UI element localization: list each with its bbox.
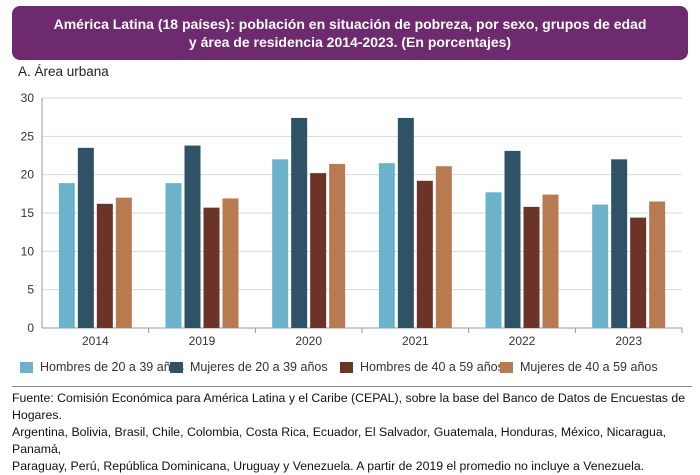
bar	[222, 198, 239, 328]
bar	[115, 197, 132, 328]
bar	[291, 117, 308, 328]
bar	[630, 217, 647, 328]
legend-label: Mujeres de 40 a 59 años	[520, 360, 658, 374]
legend-label: Hombres de 40 a 59 años	[360, 360, 504, 374]
bar	[203, 207, 220, 328]
y-tick-label: 30	[21, 91, 35, 105]
x-tick-label: 2020	[295, 334, 322, 348]
legend-item: Mujeres de 20 a 39 años	[170, 360, 328, 374]
bar	[649, 201, 666, 328]
legend-label: Mujeres de 20 a 39 años	[190, 360, 328, 374]
source-line-3: Paraguay, Perú, República Dominicana, Ur…	[12, 459, 645, 473]
bar	[310, 173, 327, 328]
source-line-1: Fuente: Comisión Económica para América …	[12, 391, 686, 422]
bar	[611, 159, 628, 328]
y-tick-label: 25	[21, 129, 35, 143]
legend-item: Mujeres de 40 a 59 años	[500, 360, 658, 374]
x-tick-label: 2022	[509, 334, 536, 348]
x-tick-label: 2021	[402, 334, 429, 348]
bar	[397, 117, 414, 328]
source-note: Fuente: Comisión Económica para América …	[12, 386, 692, 475]
y-tick-label: 20	[21, 168, 35, 182]
chart-legend: Hombres de 20 a 39 años Mujeres de 20 a 3…	[0, 360, 700, 378]
bar	[523, 206, 540, 328]
bar	[329, 163, 346, 328]
bar	[77, 147, 94, 328]
bar	[184, 145, 201, 328]
chart-title-line-2: y área de residencia 2014-2023. (En porc…	[188, 34, 512, 50]
bar	[58, 183, 75, 328]
x-tick-label: 2019	[189, 334, 216, 348]
legend-label: Hombres de 20 a 39 años	[40, 360, 184, 374]
chart-title-line-1: América Latina (18 países): población en…	[53, 16, 647, 32]
bar	[272, 159, 289, 328]
bar	[592, 204, 609, 328]
legend-swatch	[340, 361, 353, 373]
bar	[416, 180, 433, 328]
bar	[542, 194, 559, 328]
x-tick-label: 2014	[82, 334, 109, 348]
y-tick-label: 15	[21, 206, 35, 220]
bar	[435, 166, 452, 328]
y-tick-label: 0	[27, 321, 34, 335]
panel-subtitle: A. Área urbana	[18, 64, 109, 79]
bar	[96, 203, 113, 328]
x-tick-label: 2023	[615, 334, 642, 348]
legend-item: Hombres de 40 a 59 años	[340, 360, 504, 374]
chart-title-banner: América Latina (18 países): población en…	[12, 6, 688, 60]
legend-item: Hombres de 20 a 39 años	[20, 360, 184, 374]
bar	[378, 163, 395, 328]
legend-swatch	[500, 361, 513, 373]
y-tick-label: 10	[21, 244, 35, 258]
legend-swatch	[20, 361, 33, 373]
bar	[485, 192, 502, 328]
legend-swatch	[170, 361, 183, 373]
bar	[165, 183, 182, 328]
y-tick-label: 5	[27, 283, 34, 297]
bar-chart: 0 5 10 15 20 25 30 2014 2019 2020 2021 2022 2023	[21, 91, 683, 348]
bar	[504, 150, 521, 328]
